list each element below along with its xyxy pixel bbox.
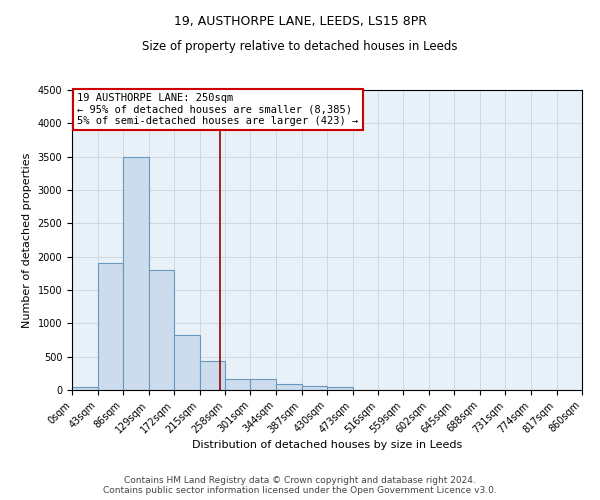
- Bar: [327, 386, 353, 390]
- Text: 19, AUSTHORPE LANE, LEEDS, LS15 8PR: 19, AUSTHORPE LANE, LEEDS, LS15 8PR: [173, 15, 427, 28]
- Y-axis label: Number of detached properties: Number of detached properties: [22, 152, 32, 328]
- Bar: [302, 386, 327, 390]
- Text: Size of property relative to detached houses in Leeds: Size of property relative to detached ho…: [142, 40, 458, 53]
- Text: Contains HM Land Registry data © Crown copyright and database right 2024.
Contai: Contains HM Land Registry data © Crown c…: [103, 476, 497, 495]
- Bar: [251, 378, 276, 390]
- Bar: [72, 386, 97, 390]
- Bar: [149, 270, 174, 390]
- Bar: [97, 264, 123, 390]
- Bar: [123, 156, 149, 390]
- Text: 19 AUSTHORPE LANE: 250sqm
← 95% of detached houses are smaller (8,385)
5% of sem: 19 AUSTHORPE LANE: 250sqm ← 95% of detac…: [77, 93, 358, 126]
- Bar: [199, 362, 225, 390]
- Bar: [174, 334, 199, 390]
- X-axis label: Distribution of detached houses by size in Leeds: Distribution of detached houses by size …: [192, 440, 462, 450]
- Bar: [276, 384, 302, 390]
- Bar: [225, 378, 251, 390]
